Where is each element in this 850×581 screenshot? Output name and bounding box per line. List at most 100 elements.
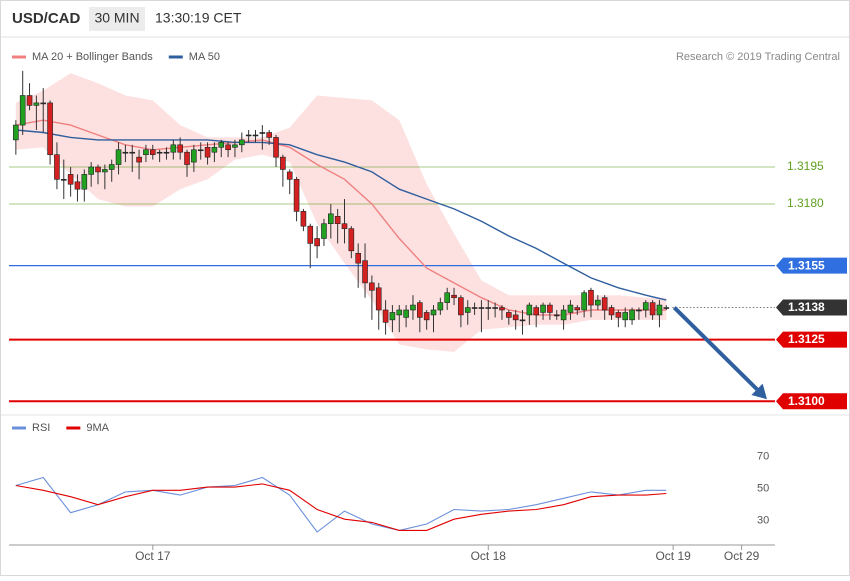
candle-body [266, 132, 272, 138]
candle-body [601, 297, 608, 311]
candle-body [245, 134, 252, 137]
candle-body [526, 304, 533, 316]
level-label: 1.3138 [788, 300, 825, 314]
candle-body [663, 307, 670, 309]
candle-body [656, 304, 663, 316]
candle-body [369, 282, 375, 291]
candle-body [471, 307, 478, 309]
x-tick-label: Oct 18 [471, 549, 507, 563]
candle-body [567, 304, 574, 313]
candle-body [156, 151, 163, 154]
candle-body [396, 309, 403, 316]
level-label: 1.3100 [788, 394, 825, 408]
candle-body [608, 307, 615, 316]
candle-body [143, 149, 149, 155]
candle-body [286, 171, 293, 180]
forecast-arrowhead [751, 383, 767, 400]
candle-body [149, 149, 156, 155]
x-tick-label: Oct 29 [724, 549, 760, 563]
candle-body [170, 144, 177, 153]
candle-body [204, 146, 211, 158]
candle-body [238, 139, 245, 146]
level-label: 1.3195 [787, 159, 824, 173]
candle-body [108, 164, 115, 170]
candle-body [560, 309, 567, 321]
candle-body [47, 102, 53, 155]
candle-body [348, 228, 355, 252]
candle-body [67, 174, 74, 185]
candle-body [211, 146, 218, 153]
candle-body [26, 95, 33, 106]
candle-body [314, 238, 320, 247]
candle-body [629, 309, 635, 321]
candle-body [403, 309, 409, 318]
candle-body [74, 181, 81, 190]
candle-body [81, 174, 88, 190]
candle-body [321, 223, 327, 239]
candle-body [259, 132, 266, 134]
x-tick-label: Oct 17 [135, 549, 171, 563]
candle-body [355, 252, 361, 264]
bollinger-band [15, 73, 667, 352]
level-box [776, 331, 847, 348]
candle-body [519, 319, 526, 322]
candle-body [547, 304, 553, 313]
candle-body [512, 314, 519, 321]
x-tick-label: Oct 19 [655, 549, 691, 563]
candle-body [506, 312, 512, 318]
candle-body [197, 149, 204, 152]
time: 13:30:19 CET [155, 10, 242, 26]
candle-body [115, 149, 122, 165]
candle-body [129, 151, 136, 154]
candle-body [60, 179, 67, 181]
candle-body [328, 213, 334, 225]
candle-body [341, 223, 348, 229]
candle-body [252, 134, 259, 137]
level-box [776, 393, 847, 410]
candle-body [54, 154, 60, 180]
source: Research © 2019 Trading Central [676, 51, 840, 63]
candle-body [615, 312, 622, 318]
legend-label: MA 50 [189, 51, 220, 63]
candle-body [437, 302, 444, 311]
candle-body [478, 307, 485, 309]
candle-body [622, 312, 629, 321]
candle-body [88, 166, 94, 175]
candle-body [13, 124, 19, 141]
candle-body [642, 302, 649, 311]
level-box [776, 257, 847, 274]
candle-body [581, 292, 587, 311]
candle-body [444, 292, 450, 303]
level-box [776, 299, 847, 316]
y-tick-label: 70 [757, 451, 769, 463]
candle-body [574, 307, 581, 311]
level-label: 1.3180 [787, 196, 824, 210]
candle-body [595, 299, 601, 306]
candle-body [451, 294, 457, 298]
candle-body [375, 287, 382, 311]
candle-body [492, 307, 498, 309]
candle-body [95, 166, 101, 173]
candle-body [300, 211, 307, 227]
candle-body [430, 309, 437, 316]
candle-body [136, 156, 142, 163]
candle-body [163, 151, 170, 154]
indicator-line [15, 483, 667, 531]
candle-body [280, 156, 286, 170]
candle-body [636, 309, 642, 312]
candle-body [225, 144, 231, 151]
candle-body [410, 304, 416, 311]
candle-body [649, 302, 656, 316]
candle-body [307, 225, 314, 244]
candle-body [458, 297, 464, 316]
timeframe: 30 MIN [94, 10, 139, 26]
candle-body [184, 151, 190, 165]
candle-body [102, 169, 108, 173]
candle-body [362, 260, 368, 284]
level-label: 1.3155 [788, 258, 825, 272]
candle-body [122, 151, 129, 154]
candle-body [40, 102, 47, 105]
candle-body [499, 307, 505, 311]
candle-body [464, 307, 471, 313]
